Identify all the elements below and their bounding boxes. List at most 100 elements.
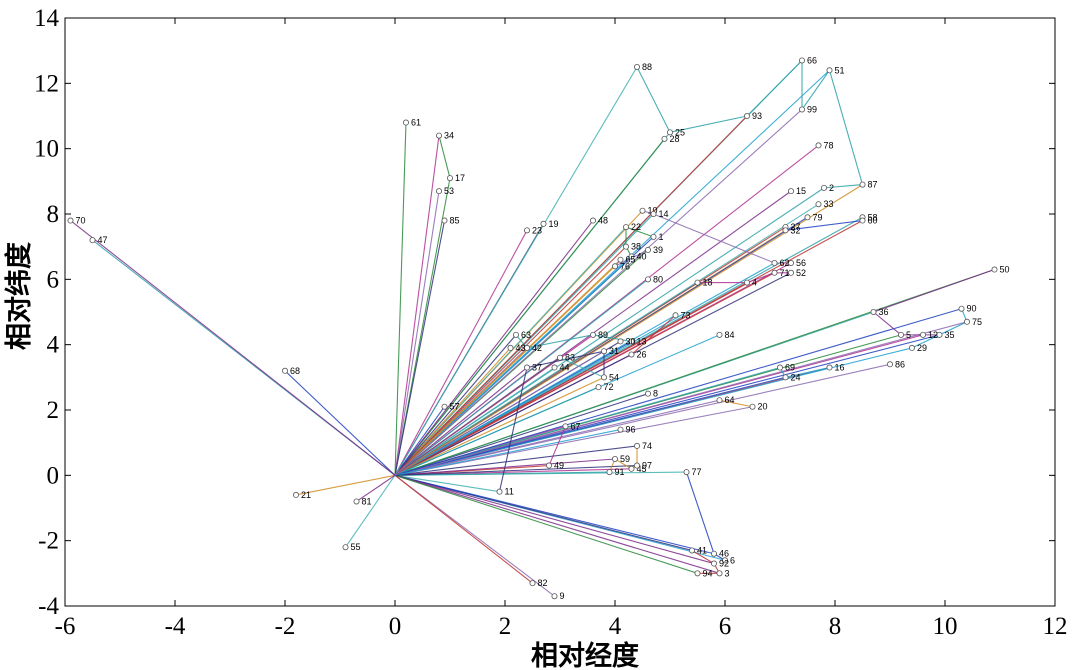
point-label-53: 53 xyxy=(444,186,454,196)
point-59 xyxy=(612,455,619,462)
point-82 xyxy=(529,580,536,587)
point-label-8: 8 xyxy=(653,389,658,399)
point-label-26: 26 xyxy=(637,349,647,359)
spoke-8 xyxy=(394,393,649,476)
point-74 xyxy=(634,442,641,449)
point-13 xyxy=(628,338,635,345)
point-label-85: 85 xyxy=(450,216,460,226)
point-70 xyxy=(67,217,74,224)
point-91 xyxy=(606,469,613,476)
plot-frame xyxy=(64,17,1056,607)
spoke-63 xyxy=(394,334,517,476)
point-23 xyxy=(524,227,531,234)
point-label-64: 64 xyxy=(725,395,735,405)
point-39 xyxy=(645,246,652,253)
point-label-65: 65 xyxy=(626,255,636,265)
spoke-94 xyxy=(394,474,698,574)
point-label-35: 35 xyxy=(945,330,955,340)
point-label-17: 17 xyxy=(455,173,465,183)
point-24 xyxy=(782,374,789,381)
point-94 xyxy=(694,570,701,577)
spoke-37 xyxy=(394,367,528,476)
point-5 xyxy=(898,331,905,338)
spoke-29 xyxy=(394,347,913,476)
point-label-72: 72 xyxy=(604,382,614,392)
route-line xyxy=(636,59,864,189)
point-37 xyxy=(524,364,531,371)
point-label-38: 38 xyxy=(631,242,641,252)
point-label-27: 27 xyxy=(791,222,801,232)
x-tick-label: 0 xyxy=(389,613,402,640)
spoke-61 xyxy=(394,122,407,476)
point-63 xyxy=(513,331,520,338)
route-line xyxy=(719,399,753,408)
point-62 xyxy=(771,259,778,266)
point-75 xyxy=(964,318,971,325)
point-label-44: 44 xyxy=(560,363,570,373)
point-label-28: 28 xyxy=(670,134,680,144)
point-16 xyxy=(826,364,833,371)
x-tick-label: 2 xyxy=(499,613,512,640)
point-79 xyxy=(804,214,811,221)
spoke-82 xyxy=(394,474,533,584)
point-1 xyxy=(650,233,657,240)
point-92 xyxy=(711,560,718,567)
point-label-78: 78 xyxy=(824,140,834,150)
point-71 xyxy=(771,269,778,276)
point-label-74: 74 xyxy=(642,441,652,451)
point-52 xyxy=(788,269,795,276)
point-66 xyxy=(799,57,806,64)
point-label-80: 80 xyxy=(653,274,663,284)
point-label-89: 89 xyxy=(598,330,608,340)
spoke-75 xyxy=(394,321,968,476)
point-label-56: 56 xyxy=(796,258,806,268)
point-36 xyxy=(870,308,877,315)
spoke-31 xyxy=(394,350,605,476)
route-line xyxy=(631,314,676,355)
point-label-88: 88 xyxy=(642,62,652,72)
point-label-81: 81 xyxy=(362,496,372,506)
spoke-51 xyxy=(394,69,830,476)
y-tick-label: 8 xyxy=(47,201,60,228)
point-25 xyxy=(667,129,674,136)
spoke-34 xyxy=(394,135,440,476)
route-line xyxy=(438,135,451,179)
point-label-50: 50 xyxy=(1000,265,1010,275)
point-label-73: 73 xyxy=(681,310,691,320)
point-label-91: 91 xyxy=(615,467,625,477)
spoke-43 xyxy=(394,347,511,476)
point-label-22: 22 xyxy=(631,222,641,232)
spoke-76 xyxy=(394,265,616,476)
point-label-3: 3 xyxy=(725,568,730,578)
point-46 xyxy=(711,550,718,557)
route-line xyxy=(559,357,605,378)
spoke-89 xyxy=(394,334,594,476)
point-label-93: 93 xyxy=(752,111,762,121)
point-label-62: 62 xyxy=(780,258,790,268)
spoke-3 xyxy=(394,474,720,574)
point-label-1: 1 xyxy=(659,232,664,242)
y-tick-label: 4 xyxy=(47,332,60,359)
point-label-59: 59 xyxy=(620,454,630,464)
spoke-99 xyxy=(394,109,803,476)
point-label-54: 54 xyxy=(609,372,619,382)
spoke-52 xyxy=(394,272,792,476)
point-label-96: 96 xyxy=(626,425,636,435)
point-78 xyxy=(815,142,822,149)
point-label-47: 47 xyxy=(98,235,108,245)
point-51 xyxy=(826,67,833,74)
point-label-10: 10 xyxy=(648,206,658,216)
point-86 xyxy=(887,361,894,368)
point-label-63: 63 xyxy=(521,330,531,340)
y-tick-label: 2 xyxy=(47,397,60,424)
y-tick-label: 0 xyxy=(47,462,60,489)
point-label-75: 75 xyxy=(972,317,982,327)
point-label-52: 52 xyxy=(796,268,806,278)
spoke-33 xyxy=(394,203,819,476)
point-label-61: 61 xyxy=(411,118,421,128)
point-15 xyxy=(788,188,795,195)
point-label-42: 42 xyxy=(532,343,542,353)
spoke-70 xyxy=(70,220,396,476)
point-label-29: 29 xyxy=(917,343,927,353)
